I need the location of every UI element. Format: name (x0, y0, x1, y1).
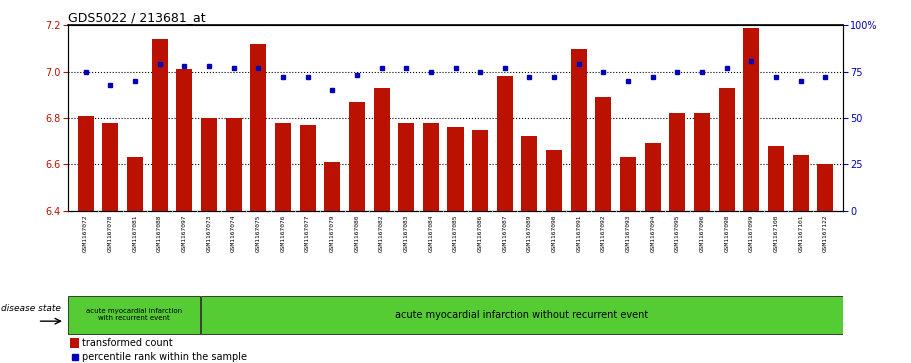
Bar (447, 127, 464, 211)
Bar (596, 97, 611, 211)
Text: GSM1167077: GSM1167077 (305, 215, 310, 252)
Bar (70, 338, 78, 348)
Text: percentile rank within the sample: percentile rank within the sample (82, 352, 247, 362)
Bar (719, 88, 735, 211)
Bar (620, 157, 636, 211)
Text: GSM1167087: GSM1167087 (502, 215, 507, 252)
Text: GSM1167090: GSM1167090 (552, 215, 557, 252)
Text: GSM1167086: GSM1167086 (477, 215, 483, 252)
Text: GSM1167101: GSM1167101 (798, 215, 804, 252)
Bar (645, 143, 660, 211)
Text: GSM1167085: GSM1167085 (453, 215, 458, 252)
Bar (324, 162, 340, 211)
Bar (398, 123, 415, 211)
Bar (423, 123, 439, 211)
Text: GSM1167088: GSM1167088 (157, 215, 162, 252)
Text: GSM1167072: GSM1167072 (83, 215, 88, 252)
Text: GSM1167095: GSM1167095 (675, 215, 680, 252)
Bar (521, 136, 537, 211)
Bar (201, 118, 217, 211)
Text: GSM1167097: GSM1167097 (181, 215, 187, 252)
Bar (127, 157, 143, 211)
Text: GSM1167089: GSM1167089 (527, 215, 532, 252)
Bar (226, 118, 241, 211)
Bar (374, 88, 390, 211)
Bar (670, 113, 685, 211)
Text: GSM1167092: GSM1167092 (601, 215, 606, 252)
Bar (275, 123, 291, 211)
Text: GSM1167098: GSM1167098 (724, 215, 730, 252)
Text: transformed count: transformed count (82, 338, 172, 348)
Bar (571, 49, 587, 211)
Bar (77, 116, 94, 211)
Text: GSM1167074: GSM1167074 (231, 215, 236, 252)
Bar (102, 123, 118, 211)
Bar (472, 130, 488, 211)
Text: GSM1167081: GSM1167081 (132, 215, 138, 252)
Bar (300, 125, 315, 211)
Bar (768, 146, 784, 211)
Text: GSM1167084: GSM1167084 (428, 215, 434, 252)
Text: GSM1167082: GSM1167082 (379, 215, 384, 252)
Bar (793, 155, 809, 211)
Bar (743, 28, 760, 211)
Bar (176, 69, 192, 211)
Text: acute myocardial infarction
with recurrent event: acute myocardial infarction with recurre… (87, 309, 182, 321)
Text: GSM1167078: GSM1167078 (107, 215, 113, 252)
Bar (694, 113, 710, 211)
Bar (496, 76, 513, 211)
Text: GDS5022 / 213681_at: GDS5022 / 213681_at (68, 11, 206, 24)
Text: disease state: disease state (2, 304, 61, 313)
Text: GSM1167080: GSM1167080 (354, 215, 359, 252)
Text: acute myocardial infarction without recurrent event: acute myocardial infarction without recu… (395, 310, 649, 320)
Text: GSM1167099: GSM1167099 (749, 215, 754, 252)
Text: GSM1167122: GSM1167122 (823, 215, 828, 252)
Text: GSM1167083: GSM1167083 (404, 215, 409, 252)
Text: GSM1167075: GSM1167075 (256, 215, 261, 252)
Bar (251, 44, 266, 211)
Text: GSM1167100: GSM1167100 (773, 215, 779, 252)
Bar (200, 296, 843, 334)
Bar (546, 150, 562, 211)
Text: GSM1167094: GSM1167094 (650, 215, 655, 252)
Bar (151, 39, 168, 211)
Bar (68, 296, 200, 334)
Text: GSM1167079: GSM1167079 (330, 215, 334, 252)
Bar (349, 102, 365, 211)
Text: GSM1167073: GSM1167073 (207, 215, 211, 252)
Text: GSM1167091: GSM1167091 (577, 215, 581, 252)
Bar (817, 164, 834, 211)
Text: GSM1167093: GSM1167093 (626, 215, 630, 252)
Text: GSM1167076: GSM1167076 (281, 215, 285, 252)
Text: GSM1167096: GSM1167096 (700, 215, 704, 252)
